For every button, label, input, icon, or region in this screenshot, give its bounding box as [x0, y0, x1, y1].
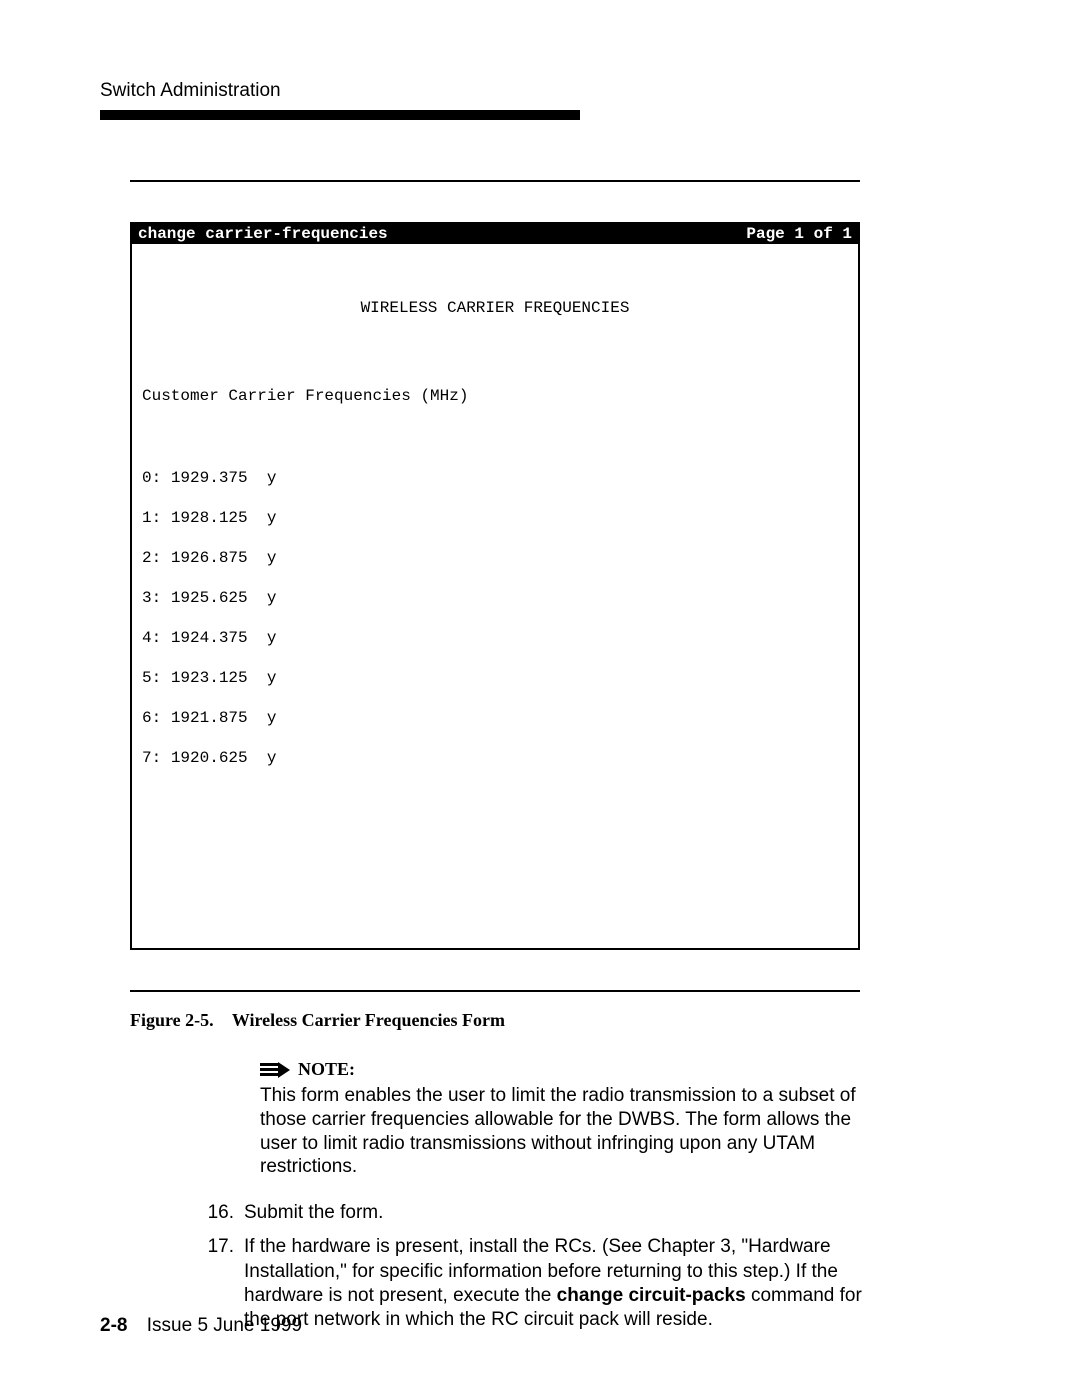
frequency-row: 6: 1921.875 y [142, 708, 848, 728]
terminal-page-indicator: Page 1 of 1 [746, 224, 852, 244]
note-arrow-icon [260, 1062, 290, 1078]
page: Switch Administration change carrier-fre… [0, 0, 1080, 1397]
frequency-row: 3: 1925.625 y [142, 588, 848, 608]
header-rule [100, 110, 580, 120]
frequency-row: 2: 1926.875 y [142, 548, 848, 568]
page-footer: 2-8 Issue 5 June 1999 [100, 1315, 302, 1337]
page-number: 2-8 [100, 1315, 127, 1336]
terminal-titlebar: change carrier-frequencies Page 1 of 1 [132, 224, 858, 244]
note-heading-text: NOTE: [298, 1059, 355, 1080]
frequency-row: 1: 1928.125 y [142, 508, 848, 528]
frequency-row: 0: 1929.375 y [142, 468, 848, 488]
frequency-list: 0: 1929.375 y 1: 1928.125 y 2: 1926.875 … [142, 448, 848, 788]
frequency-row: 5: 1923.125 y [142, 668, 848, 688]
terminal-command: change carrier-frequencies [138, 224, 388, 244]
terminal-window: change carrier-frequencies Page 1 of 1 W… [130, 222, 860, 950]
issue-date: Issue 5 June 1999 [147, 1315, 302, 1336]
terminal-subtitle: Customer Carrier Frequencies (MHz) [142, 386, 848, 406]
caption-label: Figure 2-5. [130, 1010, 214, 1030]
figure-caption: Figure 2-5. Wireless Carrier Frequencies… [130, 1010, 860, 1031]
step-list: 16. Submit the form. 17. If the hardware… [200, 1201, 880, 1333]
frequency-row: 4: 1924.375 y [142, 628, 848, 648]
caption-text: Wireless Carrier Frequencies Form [232, 1010, 505, 1030]
step-text: If the hardware is present, install the … [244, 1235, 880, 1332]
step-text: Submit the form. [244, 1201, 880, 1225]
step-item: 16. Submit the form. [200, 1201, 880, 1225]
step-number: 16. [200, 1201, 244, 1225]
note-block: NOTE: This form enables the user to limi… [260, 1059, 880, 1179]
note-heading: NOTE: [260, 1059, 880, 1080]
figure-bottom-rule [130, 990, 860, 992]
terminal-title: WIRELESS CARRIER FREQUENCIES [142, 298, 848, 318]
terminal-body: WIRELESS CARRIER FREQUENCIES Customer Ca… [132, 244, 858, 828]
running-title: Switch Administration [100, 80, 980, 102]
note-body: This form enables the user to limit the … [260, 1084, 880, 1179]
frequency-row: 7: 1920.625 y [142, 748, 848, 768]
figure-block: change carrier-frequencies Page 1 of 1 W… [130, 180, 860, 1031]
figure-top-rule [130, 180, 860, 182]
